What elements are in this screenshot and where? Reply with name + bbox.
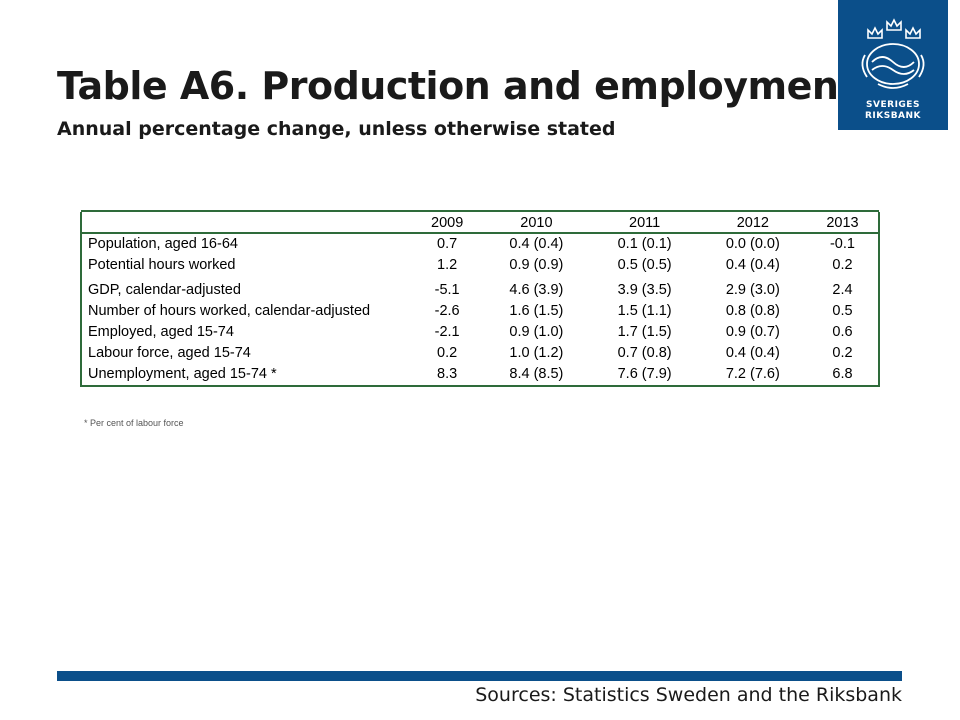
table-row: Potential hours worked 1.2 0.9 (0.9) 0.5… (80, 255, 881, 276)
table-cell: 1.7 (1.5) (617, 324, 672, 340)
table-cell: 0.6 (806, 322, 881, 343)
crown-emblem-icon (861, 18, 925, 89)
table-cell: 0.4 (0.4) (509, 236, 564, 252)
row-label: Employed, aged 15-74 (80, 322, 412, 343)
table-row: Population, aged 16-64 0.7 0.4 (0.4) 0.1… (80, 233, 881, 255)
table-cell: 0.5 (0.5) (617, 257, 672, 273)
table-row: Unemployment, aged 15-74 * 8.3 8.4 (8.5)… (80, 364, 881, 387)
table-cell: 7.6 (7.9) (590, 364, 699, 387)
table-cell: 1.0 (1.2) (509, 345, 564, 361)
table-row: Labour force, aged 15-74 0.2 1.0 (1.2) 0… (80, 343, 881, 364)
table-cell: 0.4 (0.4) (725, 257, 780, 273)
table-cell: 2.9 (3.0) (725, 282, 780, 298)
table-cell: 1.6 (1.5) (509, 303, 564, 319)
sources-text: Sources: Statistics Sweden and the Riksb… (475, 684, 902, 706)
table-cell: 0.2 (806, 343, 881, 364)
table-cell: 0.0 (0.0) (725, 236, 780, 252)
table-cell: 0.9 (1.0) (509, 324, 564, 340)
row-label: Number of hours worked, calendar-adjuste… (80, 301, 412, 322)
table-row: Employed, aged 15-74 -2.1 0.9 (1.0) 1.7 … (80, 322, 881, 343)
row-label: Population, aged 16-64 (80, 233, 412, 255)
page-subtitle: Annual percentage change, unless otherwi… (57, 118, 616, 140)
table-cell: 0.4 (0.4) (725, 345, 780, 361)
column-header-2009: 2009 (412, 212, 483, 234)
table-cell: 0.7 (0.8) (617, 345, 672, 361)
table-cell: 8.4 (8.5) (482, 364, 591, 387)
table-cell: 0.7 (437, 236, 458, 252)
table-cell: 7.2 (7.6) (698, 364, 807, 387)
row-label: GDP, calendar-adjusted (80, 280, 412, 301)
riksbank-logo: SVERIGES RIKSBANK (838, 0, 948, 130)
table-cell: 0.9 (0.9) (509, 257, 564, 273)
table-footnote: * Per cent of labour force (84, 418, 184, 428)
table-cell: 0.8 (0.8) (725, 303, 780, 319)
row-label: Potential hours worked (80, 255, 412, 276)
table-row: GDP, calendar-adjusted -5.1 4.6 (3.9) 3.… (80, 280, 881, 301)
table-cell: 0.2 (806, 255, 881, 276)
production-employment-table: 2009 2010 2011 2012 2013 Population, age… (80, 210, 881, 387)
table-cell: -5.1 (434, 282, 460, 298)
column-header-2012: 2012 (698, 212, 807, 234)
table-cell: -0.1 (806, 233, 881, 255)
footer-bar (57, 671, 902, 681)
column-header-2013: 2013 (806, 212, 881, 234)
table-cell: 8.3 (412, 364, 483, 387)
table-cell: 0.9 (0.7) (725, 324, 780, 340)
logo-text-sveriges: SVERIGES (866, 100, 920, 110)
table-cell: 0.1 (0.1) (617, 236, 672, 252)
column-header-2010: 2010 (482, 212, 591, 234)
table-cell: 0.2 (437, 345, 458, 361)
table-cell: 6.8 (806, 364, 881, 387)
table-cell: -2.1 (434, 324, 460, 340)
table-cell: -2.6 (434, 303, 460, 319)
row-label: Labour force, aged 15-74 (80, 343, 412, 364)
table-cell: 3.9 (3.5) (617, 282, 672, 298)
table-cell: 0.5 (806, 301, 881, 322)
column-header-label (80, 212, 412, 234)
table-cell: 4.6 (3.9) (509, 282, 564, 298)
column-header-2011: 2011 (590, 212, 699, 234)
row-label: Unemployment, aged 15-74 * (80, 364, 412, 387)
page-title: Table A6. Production and employment (57, 64, 857, 108)
logo-text-riksbank: RIKSBANK (864, 111, 922, 121)
table-cell: 1.2 (437, 257, 458, 273)
table-row: Number of hours worked, calendar-adjuste… (80, 301, 881, 322)
table-cell: 2.4 (806, 280, 881, 301)
table-cell: 1.5 (1.1) (617, 303, 672, 319)
table-header-row: 2009 2010 2011 2012 2013 (80, 212, 881, 234)
